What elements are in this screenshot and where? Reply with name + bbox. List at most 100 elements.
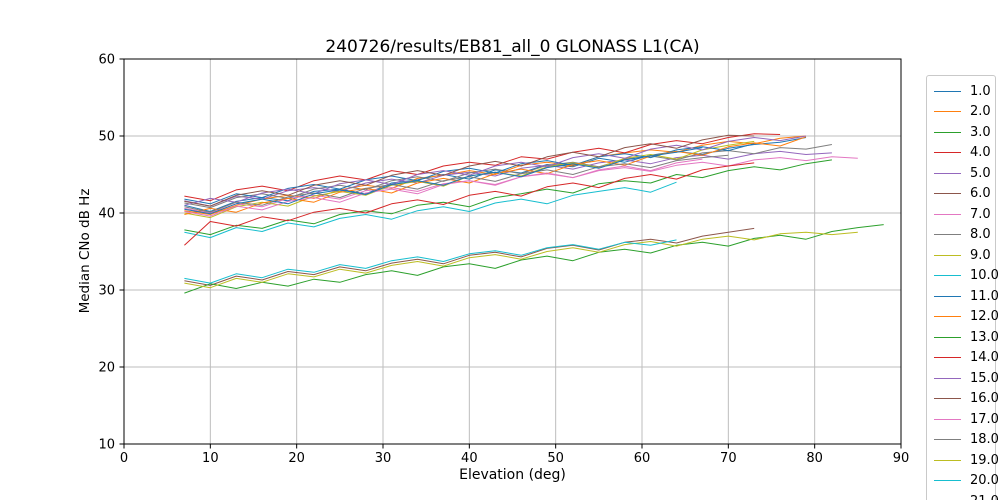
y-tick-label: 20 [98, 361, 115, 376]
series-line-16.0 [184, 134, 755, 207]
legend-line-swatch [934, 398, 961, 400]
x-tick-label: 20 [288, 451, 305, 466]
legend-label: 8.0 [970, 227, 991, 243]
series-line-15.0 [184, 135, 807, 206]
legend-label: 11.0 [970, 288, 999, 304]
legend-label: 10.0 [970, 268, 999, 284]
legend-line-swatch [934, 152, 961, 154]
legend-label: 14.0 [970, 350, 999, 366]
legend-line-swatch [934, 131, 961, 133]
legend-label: 20.0 [970, 473, 999, 489]
series-line-10.0 [184, 181, 677, 239]
legend-label: 1.0 [970, 83, 991, 99]
legend-line-swatch [934, 234, 961, 236]
legend-label: 3.0 [970, 124, 991, 140]
legend-item-17.0: 17.0 [934, 409, 999, 430]
legend-item-21.0: 21.0 [934, 491, 999, 500]
series-line-3.0 [184, 159, 832, 236]
legend-label: 9.0 [970, 247, 991, 263]
legend: 1.0 2.0 3.0 4.0 5.0 6.0 7.0 8.0 9.0 10.0 11.0 12.0 1… [926, 75, 999, 500]
legend-label: 4.0 [970, 145, 991, 161]
series-line-13.0 [184, 224, 884, 294]
x-tick-label: 90 [893, 451, 910, 466]
series-line-8.0 [184, 144, 832, 209]
legend-label: 17.0 [970, 411, 999, 427]
series-line-5.0 [184, 150, 832, 207]
legend-label: 15.0 [970, 370, 999, 386]
legend-item-4.0: 4.0 [934, 143, 995, 164]
y-tick-label: 30 [98, 284, 115, 299]
legend-label: 6.0 [970, 186, 991, 202]
legend-line-swatch [934, 111, 961, 113]
legend-item-19.0: 19.0 [934, 450, 999, 471]
series-line-21.0 [184, 147, 703, 215]
legend-line-swatch [934, 316, 961, 318]
plot-border [123, 58, 902, 445]
legend-label: 19.0 [970, 452, 999, 468]
legend-item-3.0: 3.0 [934, 122, 995, 143]
legend-line-swatch [934, 480, 961, 482]
series-line-19.0 [184, 231, 858, 289]
x-tick-label: 10 [202, 451, 219, 466]
legend-label: 7.0 [970, 206, 991, 222]
series-line-12.0 [184, 136, 807, 215]
legend-item-18.0: 18.0 [934, 430, 999, 451]
legend-item-11.0: 11.0 [934, 286, 999, 307]
legend-line-swatch [934, 254, 961, 256]
x-tick-label: 50 [547, 451, 564, 466]
legend-line-swatch [934, 439, 961, 441]
legend-line-swatch [934, 213, 961, 215]
legend-label: 18.0 [970, 432, 999, 448]
legend-item-10.0: 10.0 [934, 266, 999, 287]
x-axis-label: Elevation (deg) [459, 467, 566, 483]
legend-line-swatch [934, 357, 961, 359]
legend-item-5.0: 5.0 [934, 163, 995, 184]
legend-line-swatch [934, 193, 961, 195]
x-tick-label: 0 [120, 451, 128, 466]
legend-line-swatch [934, 377, 961, 379]
legend-item-13.0: 13.0 [934, 327, 999, 348]
legend-item-14.0: 14.0 [934, 348, 999, 369]
legend-item-12.0: 12.0 [934, 307, 999, 328]
legend-item-16.0: 16.0 [934, 389, 999, 410]
chart-title: 240726/results/EB81_all_0 GLONASS L1(CA) [325, 37, 700, 57]
series-line-20.0 [184, 239, 677, 284]
legend-label: 16.0 [970, 391, 999, 407]
legend-item-8.0: 8.0 [934, 225, 995, 246]
series-line-17.0 [184, 158, 703, 217]
legend-label: 21.0 [970, 495, 999, 500]
legend-item-1.0: 1.0 [934, 81, 995, 102]
x-tick-label: 40 [461, 451, 478, 466]
y-tick-label: 40 [98, 207, 115, 222]
legend-label: 2.0 [970, 104, 991, 120]
y-tick-label: 10 [98, 438, 115, 453]
legend-item-20.0: 20.0 [934, 471, 999, 492]
series-line-6.0 [184, 227, 755, 286]
y-tick-label: 60 [98, 53, 115, 68]
legend-item-2.0: 2.0 [934, 102, 995, 123]
x-tick-label: 70 [720, 451, 737, 466]
series-line-1.0 [184, 137, 807, 212]
legend-label: 12.0 [970, 309, 999, 325]
x-tick-label: 60 [634, 451, 651, 466]
legend-label: 13.0 [970, 329, 999, 345]
legend-line-swatch [934, 459, 961, 461]
legend-line-swatch [934, 90, 961, 92]
y-tick-label: 50 [98, 130, 115, 145]
x-tick-label: 80 [806, 451, 823, 466]
legend-item-15.0: 15.0 [934, 368, 999, 389]
legend-item-6.0: 6.0 [934, 184, 995, 205]
legend-label: 5.0 [970, 165, 991, 181]
legend-line-swatch [934, 172, 961, 174]
y-axis-label: Median CNo dB Hz [77, 188, 93, 314]
legend-line-swatch [934, 336, 961, 338]
legend-item-9.0: 9.0 [934, 245, 995, 266]
legend-item-7.0: 7.0 [934, 204, 995, 225]
legend-line-swatch [934, 295, 961, 297]
legend-line-swatch [934, 418, 961, 420]
legend-line-swatch [934, 275, 961, 277]
series-line-14.0 [184, 162, 755, 246]
x-tick-label: 30 [375, 451, 392, 466]
